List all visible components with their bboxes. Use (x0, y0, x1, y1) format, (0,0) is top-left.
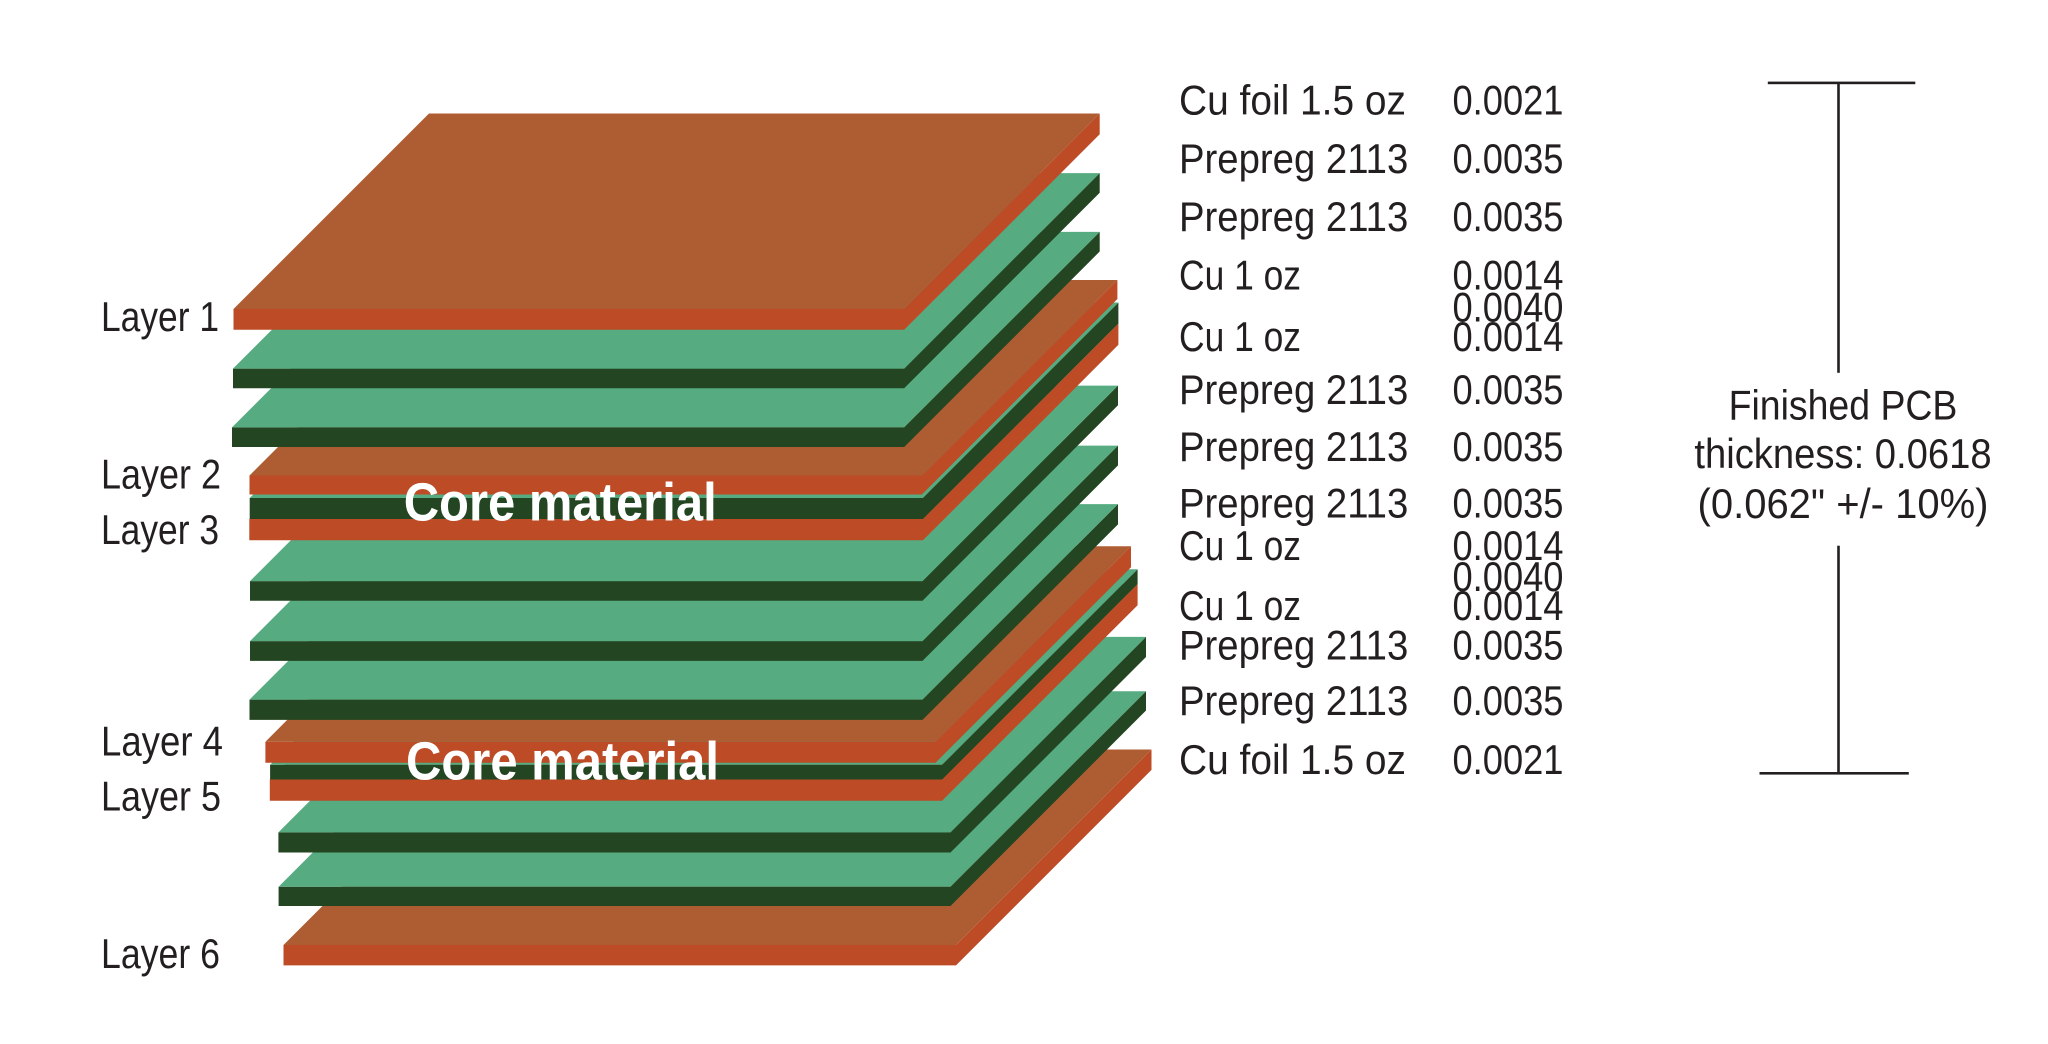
svg-text:Prepreg 2113: Prepreg 2113 (1179, 423, 1408, 470)
svg-text:Prepreg 2113: Prepreg 2113 (1179, 480, 1408, 527)
svg-text:Finished PCB: Finished PCB (1729, 382, 1958, 429)
svg-text:(0.062" +/- 10%): (0.062" +/- 10%) (1698, 480, 1989, 527)
svg-text:Cu foil 1.5 oz: Cu foil 1.5 oz (1179, 77, 1406, 124)
svg-text:Cu 1 oz: Cu 1 oz (1179, 582, 1301, 629)
svg-text:0.0040: 0.0040 (1453, 553, 1564, 600)
svg-text:0.0035: 0.0035 (1453, 622, 1564, 669)
svg-text:Layer 5: Layer 5 (101, 772, 221, 819)
svg-text:Layer 3: Layer 3 (101, 506, 219, 553)
svg-text:0.0035: 0.0035 (1453, 423, 1564, 470)
svg-text:Cu 1 oz: Cu 1 oz (1179, 251, 1301, 298)
svg-text:Layer 6: Layer 6 (101, 930, 220, 977)
svg-text:0.0014: 0.0014 (1453, 251, 1564, 298)
svg-text:0.0040: 0.0040 (1453, 283, 1564, 330)
svg-text:0.0021: 0.0021 (1453, 736, 1564, 783)
svg-text:Cu 1 oz: Cu 1 oz (1179, 522, 1301, 569)
svg-text:Prepreg 2113: Prepreg 2113 (1179, 622, 1408, 669)
svg-text:0.0014: 0.0014 (1453, 313, 1564, 360)
svg-text:0.0014: 0.0014 (1453, 522, 1564, 569)
svg-text:Cu foil 1.5 oz: Cu foil 1.5 oz (1179, 736, 1406, 783)
svg-text:0.0035: 0.0035 (1453, 193, 1564, 240)
svg-text:Core material: Core material (406, 733, 719, 792)
svg-text:0.0035: 0.0035 (1453, 366, 1564, 413)
svg-text:0.0035: 0.0035 (1453, 677, 1564, 724)
svg-text:Prepreg 2113: Prepreg 2113 (1179, 366, 1408, 413)
svg-text:Prepreg 2113: Prepreg 2113 (1179, 135, 1408, 182)
svg-text:Core material: Core material (404, 473, 717, 532)
svg-text:0.0035: 0.0035 (1453, 135, 1564, 182)
svg-text:0.0021: 0.0021 (1453, 77, 1564, 124)
svg-text:Prepreg 2113: Prepreg 2113 (1179, 677, 1408, 724)
svg-text:Layer 2: Layer 2 (101, 450, 221, 497)
svg-text:Prepreg 2113: Prepreg 2113 (1179, 193, 1408, 240)
svg-text:thickness: 0.0618: thickness: 0.0618 (1694, 430, 1991, 477)
svg-text:0.0014: 0.0014 (1453, 582, 1564, 629)
svg-text:Cu 1 oz: Cu 1 oz (1179, 313, 1301, 360)
svg-text:0.0035: 0.0035 (1453, 480, 1564, 527)
svg-text:Layer 4: Layer 4 (101, 718, 223, 765)
svg-text:Layer 1: Layer 1 (101, 293, 219, 340)
